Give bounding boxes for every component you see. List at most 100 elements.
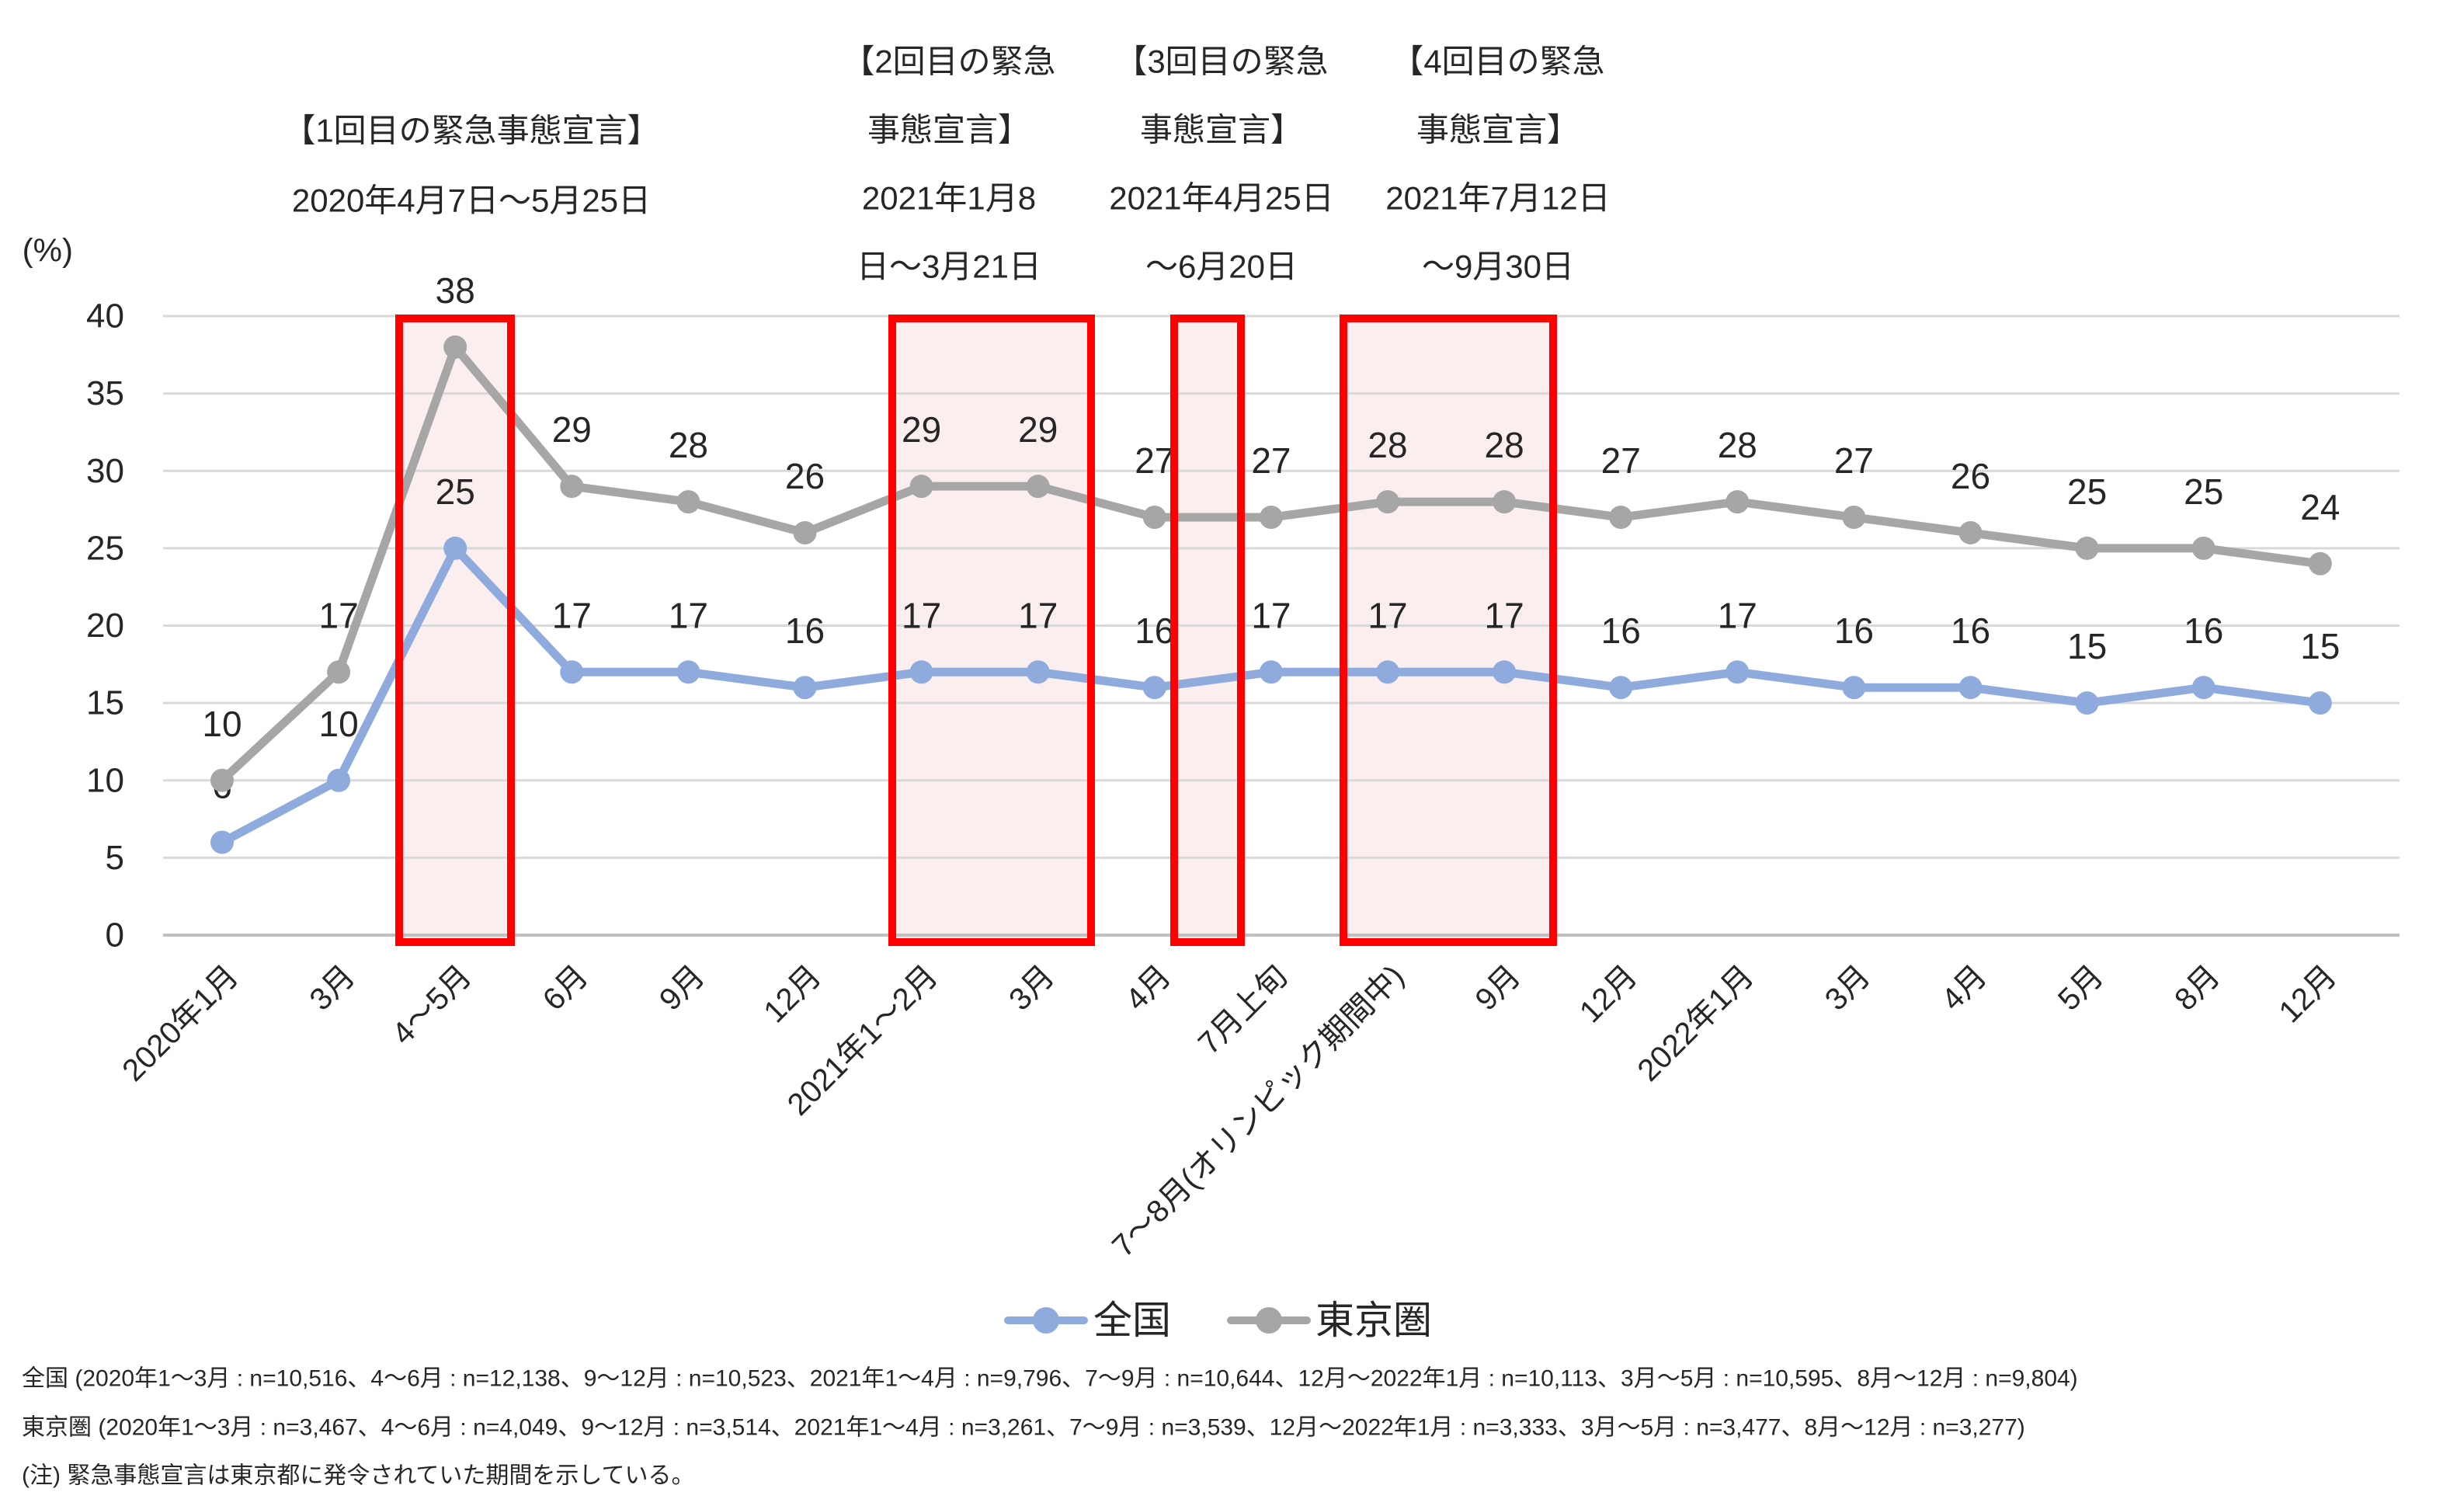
data-point-marker [1842,676,1866,700]
data-label: 17 [1018,595,1058,635]
data-label: 27 [1251,440,1291,481]
series-line [217,343,2325,785]
data-point-marker [1026,660,1050,684]
data-label: 15 [2067,626,2107,666]
x-tick-label: 4月 [1935,958,1993,1017]
annotation-line: 事態宣言】 [1140,112,1303,148]
data-label: 24 [2300,487,2340,527]
y-tick-label: 10 [86,761,124,799]
data-label: 27 [1601,440,1641,481]
data-label: 28 [1718,425,1757,465]
emergency-period-border-1 [395,315,515,946]
y-axis-labels: 0 5 10 15 20 25 30 35 40 (%) [23,232,124,955]
annotation-line: 〜6月20日 [1145,249,1298,285]
legend-label: 東京圏 [1315,1299,1432,1342]
series-全国: 6102517171617171617171716171616151615 [210,471,2340,854]
data-point-marker [909,475,933,499]
emergency-period-fill-4 [1343,318,1553,942]
data-point-marker [443,335,467,359]
y-tick-label: 15 [86,684,124,722]
x-tick-label: 4〜5月 [386,958,478,1051]
data-label: 26 [1951,456,1990,496]
annotation-line: 〜9月30日 [1422,249,1574,285]
emergency-annotation-1: 【1回目の緊急事態宣言】 2020年4月7日〜5月25日 [283,113,659,219]
emergency-period-fill-3 [1174,318,1241,942]
data-label: 29 [552,409,592,450]
legend-marker-dot [1033,1307,1059,1334]
data-point-marker [1493,490,1517,514]
data-label: 25 [2067,471,2107,512]
data-point-marker [1609,676,1633,700]
data-point-marker [2308,691,2332,715]
y-tick-label: 5 [106,839,124,877]
gridlines [163,315,2400,937]
data-label: 17 [1251,595,1291,635]
emergency-period-border-3 [1170,315,1245,946]
data-label: 17 [902,595,941,635]
emergency-period-border-4 [1340,315,1557,946]
data-point-marker [560,660,584,684]
data-point-marker [2191,676,2216,700]
y-tick-label: 35 [86,374,124,412]
data-point-marker [1958,520,1983,544]
data-label: 28 [669,425,708,465]
annotation-line: 2021年4月25日 [1109,180,1334,217]
data-point-marker [1725,490,1750,514]
data-point-marker [1609,506,1633,530]
x-tick-label: 6月 [537,958,595,1017]
annotation-line: 事態宣言】 [867,112,1030,148]
data-point-marker [2191,536,2216,560]
footnote-line: (注) 緊急事態宣言は東京都に発令されていた期間を示している。 [22,1463,695,1489]
annotation-line: 2021年7月12日 [1385,180,1611,217]
x-tick-label: 3月 [1819,958,1877,1017]
emergency-period-border-2 [888,315,1095,946]
data-point-marker [1142,676,1166,700]
annotation-line: 事態宣言】 [1416,112,1580,148]
data-label: 28 [1485,425,1524,465]
y-axis-unit-label: (%) [23,232,73,269]
footnotes: 全国 (2020年1〜3月 : n=10,516、4〜6月 : n=12,138… [22,1366,2078,1489]
data-point-marker [1725,660,1750,684]
data-point-marker [1026,475,1050,499]
data-label: 26 [785,456,825,496]
data-point-marker [327,660,351,684]
data-label: 16 [785,610,825,651]
legend-item-東京圏: 東京圏 [1227,1299,1432,1342]
data-label: 17 [1485,595,1524,635]
data-point-marker [676,490,700,514]
data-point-marker [793,520,817,544]
data-label: 16 [1951,610,1990,651]
data-label: 29 [902,409,941,450]
data-point-marker [1142,506,1166,530]
y-tick-label: 25 [86,529,124,567]
x-tick-label: 4月 [1119,958,1177,1017]
annotation-line: 【3回目の緊急 [1114,43,1328,80]
x-tick-label: 12月 [757,958,828,1029]
series-line [217,544,2325,847]
data-label: 29 [1018,409,1058,450]
data-label: 15 [2300,626,2340,666]
data-label: 17 [1718,595,1757,635]
x-tick-label: 7月上旬 [1192,958,1295,1061]
y-tick-label: 40 [86,297,124,336]
annotation-line: 【2回目の緊急 [842,43,1055,80]
data-label: 10 [319,704,359,744]
data-label: 16 [1601,610,1641,651]
legend-marker-dot [1256,1307,1282,1334]
data-point-marker [327,768,351,792]
x-tick-label: 3月 [304,958,362,1017]
footnote-line: 東京圏 (2020年1〜3月 : n=3,467、4〜6月 : n=4,049、… [22,1415,2025,1441]
emergency-period-fill-2 [892,318,1091,942]
data-point-marker [2308,551,2332,576]
data-point-marker [676,660,700,684]
data-point-marker [909,660,933,684]
x-tick-label: 8月 [2168,958,2226,1017]
data-label: 16 [1834,610,1874,651]
emergency-period-fills [399,318,1553,942]
legend-label: 全国 [1093,1299,1171,1342]
